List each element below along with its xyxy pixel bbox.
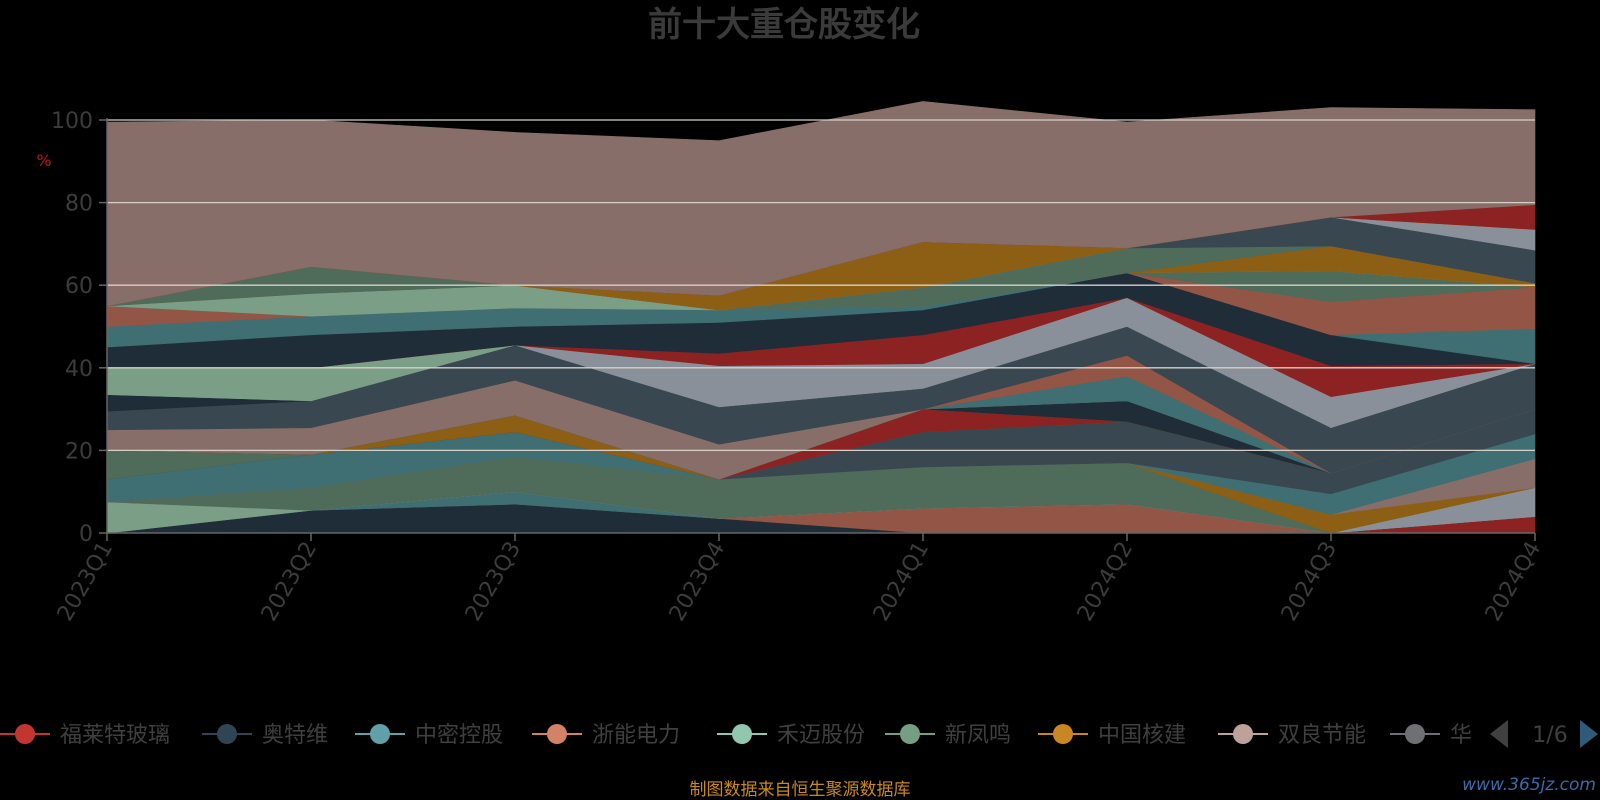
legend-marker-icon xyxy=(547,724,567,744)
chart-title: 前十大重仓股变化 xyxy=(648,5,920,45)
x-tick-label: 2023Q2 xyxy=(257,538,322,626)
legend-label: 双良节能 xyxy=(1278,723,1366,748)
legend-item[interactable]: 禾迈股份 xyxy=(717,723,865,748)
legend: 福莱特玻璃 奥特维 中密控股 浙能电力 禾迈股份 新凤鸣 中国核建 双良节能 华 xyxy=(0,723,1472,748)
x-tick-label: 2023Q3 xyxy=(461,538,526,626)
y-axis: 0 20 40 60 80 100 xyxy=(51,109,107,547)
legend-label: 奥特维 xyxy=(262,723,328,748)
legend-item[interactable]: 奥特维 xyxy=(202,723,328,748)
y-axis-unit: % xyxy=(36,151,51,170)
y-tick-label: 100 xyxy=(51,109,93,134)
legend-label: 中国核建 xyxy=(1098,723,1186,748)
y-tick-label: 0 xyxy=(79,522,93,547)
y-tick-label: 40 xyxy=(65,357,93,382)
legend-item[interactable]: 浙能电力 xyxy=(532,723,680,748)
data-source-note: 制图数据来自恒生聚源数据库 xyxy=(690,780,911,800)
y-tick-label: 20 xyxy=(65,439,93,464)
x-tick-label: 2024Q2 xyxy=(1073,538,1138,626)
legend-marker-icon xyxy=(370,724,390,744)
legend-item[interactable]: 中密控股 xyxy=(355,723,503,748)
x-axis: 2023Q1 2023Q2 2023Q3 2023Q4 2024Q1 2024Q2 2024… xyxy=(53,533,1546,626)
area-series-36 xyxy=(106,101,1536,307)
x-tick-label: 2024Q1 xyxy=(869,538,934,626)
grid-lines xyxy=(107,119,1535,452)
legend-marker-icon xyxy=(732,724,752,744)
legend-label: 华 xyxy=(1450,723,1472,748)
watermark: www.365jz.com xyxy=(1462,775,1596,795)
x-tick-label: 2024Q3 xyxy=(1277,538,1342,626)
legend-item[interactable]: 双良节能 xyxy=(1218,723,1366,748)
axes xyxy=(106,118,1535,534)
legend-marker-icon xyxy=(1233,724,1253,744)
legend-marker-icon xyxy=(15,724,35,744)
y-tick-label: 80 xyxy=(65,192,93,217)
legend-item[interactable]: 福莱特玻璃 xyxy=(0,723,170,748)
legend-page-indicator: 1/6 xyxy=(1532,723,1567,748)
legend-label: 福莱特玻璃 xyxy=(60,723,170,748)
x-tick-label: 2023Q4 xyxy=(665,538,730,626)
legend-next-page-icon[interactable] xyxy=(1580,720,1598,748)
legend-marker-icon xyxy=(217,724,237,744)
area-layers xyxy=(106,101,1536,534)
legend-label: 中密控股 xyxy=(415,723,503,748)
legend-marker-icon xyxy=(900,724,920,744)
legend-pager: 1/6 xyxy=(1490,720,1598,748)
legend-marker-icon xyxy=(1405,724,1425,744)
legend-marker-icon xyxy=(1053,724,1073,744)
legend-item[interactable]: 新凤鸣 xyxy=(885,723,1011,748)
legend-label: 禾迈股份 xyxy=(777,723,865,748)
legend-prev-page-icon[interactable] xyxy=(1490,720,1508,748)
legend-item[interactable]: 华 xyxy=(1390,723,1472,748)
legend-label: 浙能电力 xyxy=(592,723,680,748)
x-tick-label: 2023Q1 xyxy=(53,538,118,626)
y-tick-label: 60 xyxy=(65,274,93,299)
x-tick-label: 2024Q4 xyxy=(1481,538,1546,626)
legend-item[interactable]: 中国核建 xyxy=(1038,723,1186,748)
legend-label: 新凤鸣 xyxy=(945,723,1011,748)
